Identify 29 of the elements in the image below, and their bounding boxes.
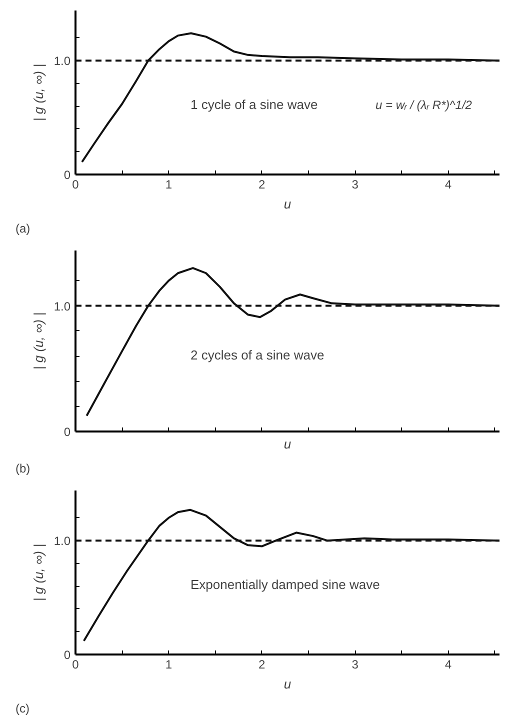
x-tick-label: 4 [444,658,452,672]
text: (a) [16,222,30,236]
x-tick-label: 1 [165,178,172,192]
x-tick-label: 3 [352,658,359,672]
y-tick-label: 0 [64,648,71,662]
y-axis-title: | g (u, ∞) | [30,64,46,122]
text: (b) [16,462,30,476]
y-tick-label: 1.0 [54,54,71,68]
text: (c) [16,702,30,716]
x-axis-title: u [284,196,292,212]
annotation: Exponentially damped sine wave [190,577,380,592]
x-tick-label: 2 [258,658,266,672]
x-tick-label: 4 [444,178,452,192]
y-axis-title: | g (u, ∞) | [30,544,46,602]
y-axis-title: | g (u, ∞) | [30,312,46,370]
annotation: u = wᵣ / (λᵣ R*)^1/2 [376,98,472,112]
y-tick-label: 0 [64,425,71,439]
annotation: 1 cycle of a sine wave [190,97,318,112]
y-tick-label: 0 [64,168,71,182]
x-axis-title: u [284,436,292,452]
x-tick-label: 2 [258,178,266,192]
x-axis-title: u [284,676,292,692]
x-tick-label: 0 [72,658,80,672]
annotation: 2 cycles of a sine wave [190,348,324,363]
y-tick-label: 1.0 [54,299,71,314]
x-tick-label: 3 [352,178,359,192]
x-tick-label: 1 [165,658,172,672]
x-tick-label: 0 [72,178,80,192]
y-tick-label: 1.0 [54,534,71,548]
